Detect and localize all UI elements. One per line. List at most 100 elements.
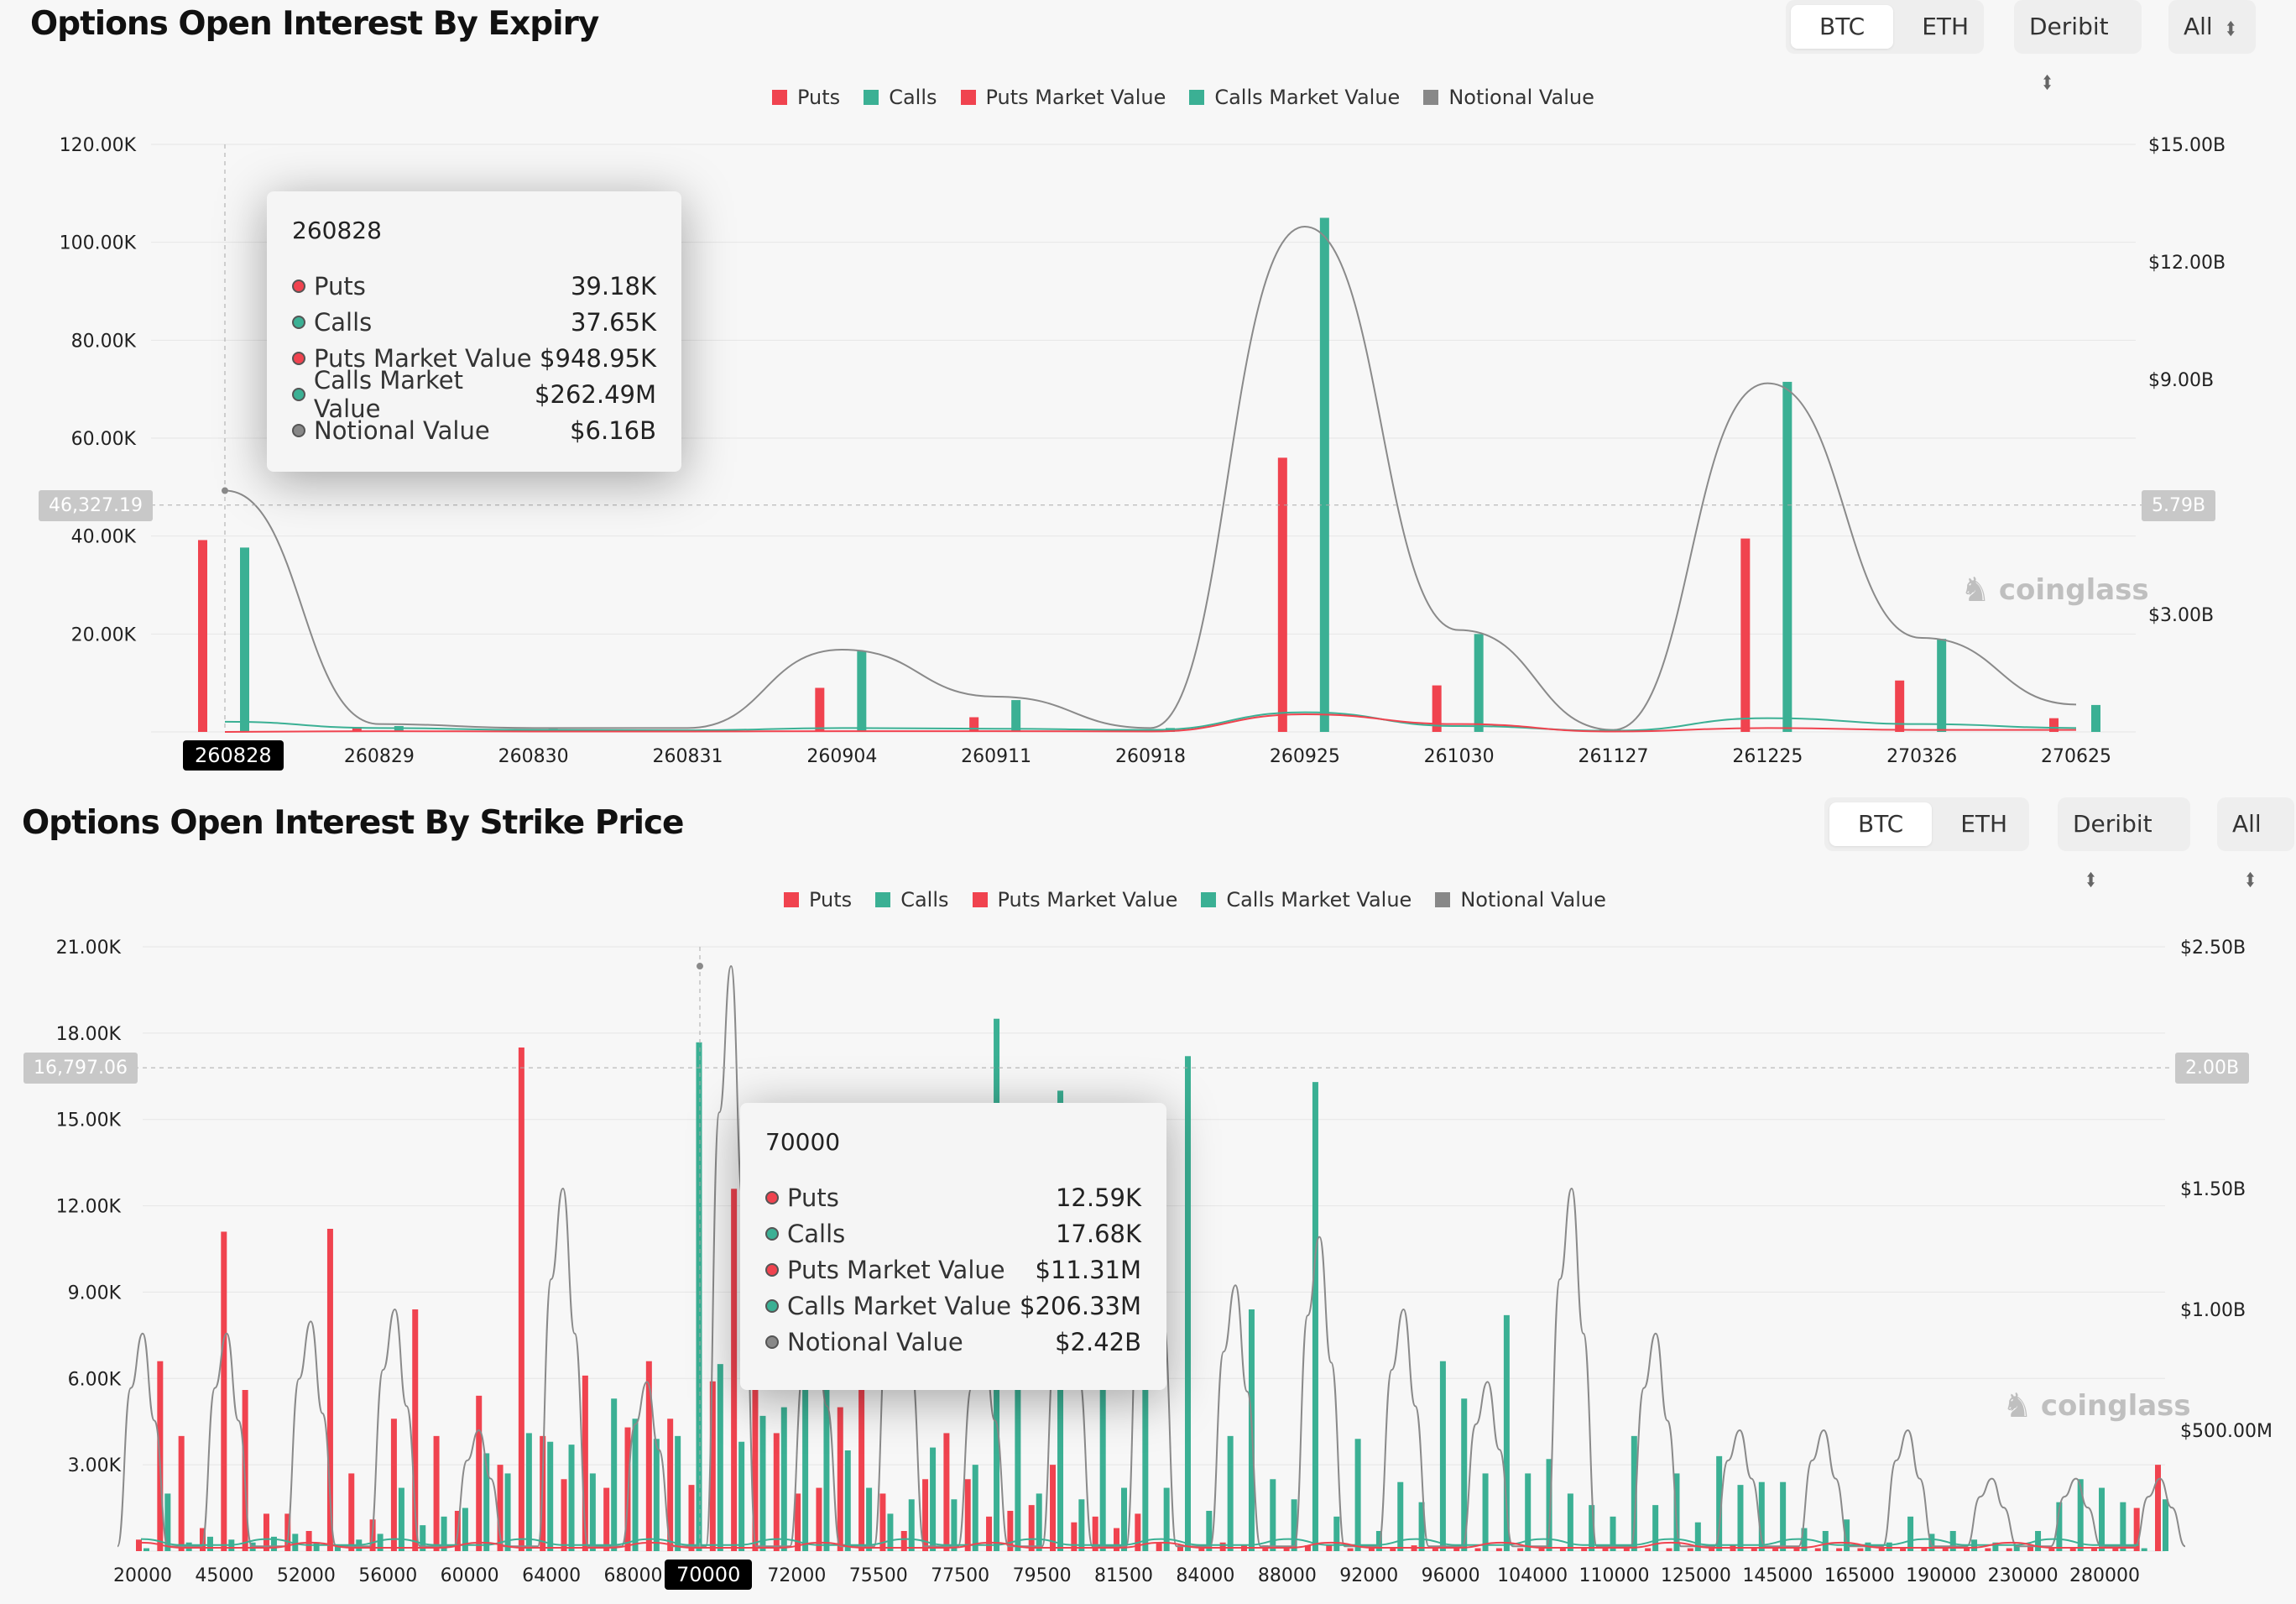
bar-calls: [1907, 1516, 1914, 1551]
bar-calls: [857, 650, 867, 732]
puts-market-value-line: [140, 1541, 2139, 1549]
x-tick-label: 230000: [1988, 1565, 2059, 1586]
legend-item-calls-market-value[interactable]: Calls Market Value: [1189, 86, 1400, 109]
bar-puts: [198, 540, 207, 732]
y2-tick-label: $2.50B: [2180, 938, 2246, 959]
y-tick-label: 21.00K: [56, 938, 122, 959]
tooltip-label: Calls: [314, 307, 373, 337]
bar-calls: [1610, 1516, 1616, 1551]
bar-calls: [1206, 1511, 1213, 1551]
btc-tab[interactable]: BTC: [1829, 802, 1933, 846]
bar-calls: [1801, 1528, 1808, 1551]
legend-item-notional-value[interactable]: Notional Value: [1435, 888, 1606, 912]
bar-puts: [2069, 1548, 2076, 1551]
crosshair-right-label: 2.00B: [2175, 1053, 2250, 1084]
bar-calls: [394, 726, 404, 732]
btc-tab[interactable]: BTC: [1791, 5, 1894, 49]
legend-item-puts[interactable]: Puts: [784, 888, 852, 912]
calls-market-value-line: [140, 1538, 2139, 1546]
legend-item-calls-market-value[interactable]: Calls Market Value: [1201, 888, 1412, 912]
legend-item-puts[interactable]: Puts: [772, 86, 840, 109]
exchange-select-label: Deribit: [2073, 810, 2152, 838]
tooltip-value: $6.16B: [570, 415, 656, 445]
tooltip-row: Puts Market Value $11.31M: [765, 1251, 1141, 1288]
asset-toggle-strike: BTC ETH: [1824, 797, 2029, 851]
legend-label: Notional Value: [1448, 86, 1594, 109]
bar-puts: [624, 1427, 631, 1551]
bar-puts: [645, 1361, 652, 1551]
x-tick-label: 260918: [1115, 746, 1186, 767]
filter-select-expiry[interactable]: All ⬍: [2168, 0, 2256, 54]
tooltip-value: $206.33M: [1020, 1291, 1141, 1320]
legend-item-calls[interactable]: Calls: [864, 86, 937, 109]
x-tick-label: 81500: [1094, 1565, 1153, 1586]
x-tick-label: 260911: [961, 746, 1031, 767]
tooltip-row: Puts Market Value $948.95K: [292, 340, 656, 376]
expiry-chart[interactable]: 20.00K 40.00K 60.00K 80.00K 100.00K 120.00K $3…: [0, 0, 2296, 772]
tooltip-label: Puts: [314, 271, 366, 300]
bar-calls: [1758, 1481, 1765, 1551]
bar-puts: [136, 1539, 142, 1551]
bar-calls: [611, 1398, 618, 1551]
bar-calls: [1121, 1487, 1128, 1551]
eth-tab[interactable]: ETH: [1922, 13, 1970, 40]
x-tick-label: 75500: [849, 1565, 908, 1586]
coinglass-logo-icon: ♞: [2002, 1387, 2032, 1425]
bar-calls: [420, 1525, 426, 1551]
bar-puts: [1538, 1548, 1545, 1551]
bar-calls: [1716, 1455, 1723, 1551]
bar-calls: [1036, 1493, 1042, 1551]
tooltip-label: Notional Value: [787, 1327, 963, 1356]
legend-item-puts-market-value[interactable]: Puts Market Value: [960, 86, 1166, 109]
bar-calls: [632, 1419, 639, 1551]
tooltip-label: Puts Market Value: [314, 343, 532, 373]
bar-puts: [943, 1433, 950, 1551]
legend-item-notional-value[interactable]: Notional Value: [1423, 86, 1594, 109]
y2-tick-label: $9.00B: [2148, 370, 2214, 391]
bar-calls: [1782, 381, 1792, 732]
bar-calls: [2056, 1502, 2063, 1551]
bar-calls: [441, 1516, 447, 1551]
x-tick-label: 190000: [1906, 1565, 1976, 1586]
tooltip-label: Calls Market Value: [787, 1291, 1012, 1320]
tooltip-label: Calls Market Value: [313, 365, 463, 423]
bar-calls: [1673, 1473, 1680, 1551]
bar-calls: [1822, 1531, 1829, 1551]
exchange-select-expiry[interactable]: Deribit ⬍: [2014, 0, 2142, 95]
bar-calls: [1652, 1505, 1659, 1551]
y-tick-label: 120.00K: [60, 135, 137, 156]
legend-item-calls[interactable]: Calls: [875, 888, 949, 912]
bar-calls: [2013, 1545, 2020, 1551]
bar-calls: [1184, 1056, 1191, 1551]
bar-calls: [1163, 1487, 1170, 1551]
watermark-expiry: ♞ coinglass: [1960, 571, 2149, 609]
tooltip-label: Puts: [787, 1183, 839, 1212]
bar-puts: [1730, 1545, 1736, 1551]
x-tick-label: 260829: [344, 746, 415, 767]
bar-calls: [1928, 1533, 1935, 1551]
dot-icon: [292, 315, 305, 329]
legend-item-puts-market-value[interactable]: Puts Market Value: [972, 888, 1177, 912]
filter-select-strike[interactable]: All ⬍: [2217, 797, 2294, 892]
bar-puts: [1326, 1545, 1333, 1551]
bar-calls: [1971, 1539, 1978, 1551]
bar-puts: [900, 1531, 907, 1551]
bar-calls: [866, 1487, 873, 1551]
bar-calls: [1333, 1516, 1340, 1551]
bar-calls: [164, 1493, 171, 1551]
bar-puts: [879, 1493, 886, 1551]
bar-calls: [568, 1445, 575, 1551]
x-tick-label: 110000: [1579, 1565, 1650, 1586]
bar-puts: [178, 1435, 185, 1551]
eth-tab[interactable]: ETH: [1960, 810, 2008, 838]
legend-swatch: [772, 90, 787, 105]
page-title-expiry: Options Open Interest By Expiry: [30, 5, 599, 43]
bar-puts: [969, 717, 979, 732]
bar-calls: [206, 1536, 213, 1551]
bar-puts: [1964, 1548, 1970, 1551]
bar-puts: [1985, 1548, 1991, 1551]
bar-puts: [1740, 538, 1751, 732]
exchange-select-strike[interactable]: Deribit ⬍: [2058, 797, 2190, 892]
y-tick-label: 20.00K: [71, 624, 137, 645]
bar-puts: [1517, 1548, 1524, 1551]
